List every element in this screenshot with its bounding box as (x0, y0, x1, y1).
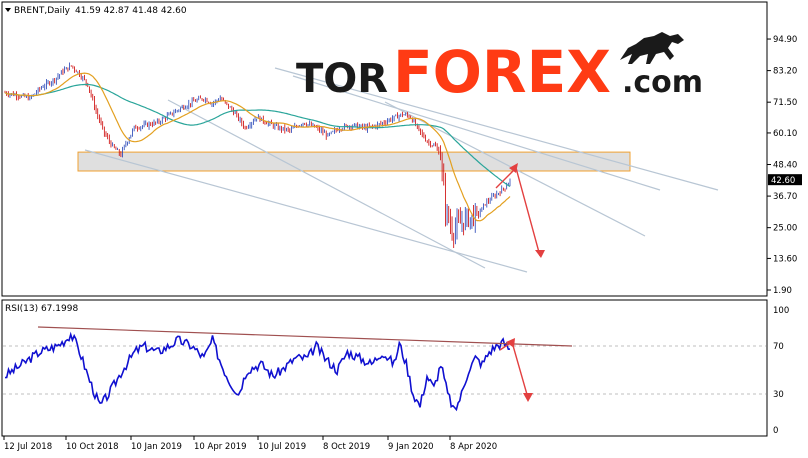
current-price-marker: 42.60 (768, 174, 802, 186)
price-tick-label: 1.90 (773, 286, 792, 296)
svg-text:FOREX: FOREX (393, 38, 611, 106)
time-tick-label: 10 Jul 2019 (258, 442, 306, 452)
rsi-tick-label: 30 (773, 390, 784, 400)
price-tick-label: 60.10 (773, 129, 797, 139)
time-axis: 12 Jul 2018 10 Oct 2018 10 Jan 2019 10 Apr … (3, 436, 497, 452)
bull-icon (620, 32, 684, 64)
rsi-line (4, 331, 511, 412)
candles (4, 62, 511, 249)
rsi-tick-label: 100 (773, 306, 789, 316)
svg-text:42.60: 42.60 (771, 176, 795, 186)
rsi-panel (1, 299, 768, 437)
price-axis: 94.90 83.20 71.50 60.10 48.40 36.70 25.00 13.60… (767, 35, 797, 296)
svg-text:.com: .com (622, 65, 703, 100)
rsi-tick-label: 70 (773, 342, 784, 352)
price-tick-label: 71.50 (773, 98, 797, 108)
rsi-axis: 100 70 30 0 (773, 306, 789, 436)
time-tick-label: 10 Oct 2018 (66, 442, 119, 452)
price-tick-label: 36.70 (773, 192, 797, 202)
price-tick-label: 94.90 (773, 35, 797, 45)
time-tick-label: 12 Jul 2018 (4, 442, 52, 452)
symbol-header: BRENT,Daily 41.59 42.87 41.48 42.60 (14, 6, 187, 16)
rsi-tick-label: 0 (773, 426, 778, 436)
time-tick-label: 8 Apr 2020 (450, 442, 497, 452)
torforex-logo: TOR FOREX .com (296, 32, 703, 106)
ma-slow-line (4, 83, 511, 188)
forecast-arrows (495, 163, 545, 258)
rsi-trendline (37, 326, 573, 347)
price-tick-label: 48.40 (773, 161, 797, 171)
rsi-forecast-arrows (499, 338, 533, 402)
svg-text:TOR: TOR (296, 56, 388, 102)
rsi-header: RSI(13) 67.1998 (5, 304, 78, 314)
price-tick-label: 13.60 (773, 254, 797, 264)
time-tick-label: 10 Apr 2019 (194, 442, 247, 452)
time-tick-label: 9 Jan 2020 (388, 442, 434, 452)
rsi-levels (3, 345, 766, 395)
ma-fast-line (4, 72, 511, 222)
price-tick-label: 83.20 (773, 67, 797, 77)
price-tick-label: 25.00 (773, 224, 797, 234)
time-tick-label: 8 Oct 2019 (323, 442, 370, 452)
collapse-triangle-icon[interactable] (5, 8, 11, 12)
time-tick-label: 10 Jan 2019 (131, 442, 182, 452)
